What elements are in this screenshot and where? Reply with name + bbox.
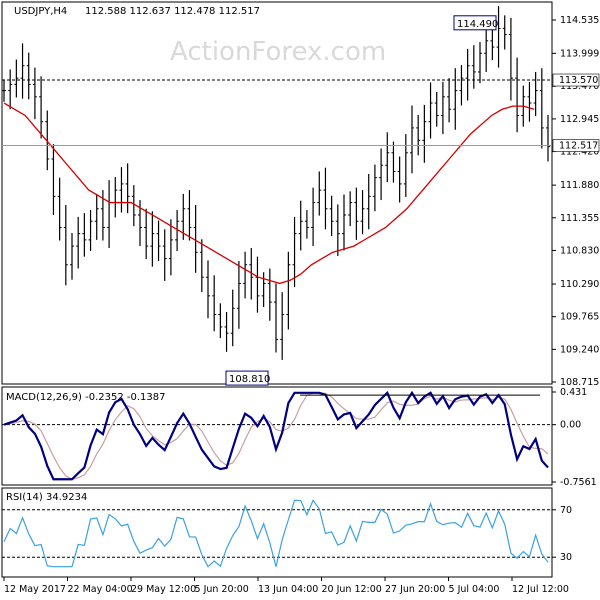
sma-line	[3, 102, 535, 285]
high-annotation-box	[453, 15, 497, 31]
macd-y-tick-label: 0.431	[560, 387, 587, 398]
macd-panel-frame	[1, 386, 553, 486]
price-series	[2, 6, 550, 360]
x-tick-label: 29 May 12:00	[131, 584, 196, 595]
y-tick-label: 113.470	[560, 81, 599, 92]
x-tick-label: 5 Jul 04:00	[449, 584, 500, 595]
rsi-line	[3, 499, 549, 568]
x-tick-label: 27 Jun 20:00	[385, 584, 445, 595]
rsi-title: RSI(14) 34.9234	[6, 492, 87, 503]
rsi-y-tick-label: 70	[560, 505, 572, 516]
macd-y-axis: 0.431 0.00 -0.7561	[552, 387, 597, 488]
macd-title: MACD(12,26,9) -0.2352 -0.1387	[6, 392, 166, 403]
macd-line	[3, 390, 549, 481]
macd-y-tick-label: -0.7561	[560, 477, 597, 488]
watermark-text: ActionForex.com	[170, 37, 386, 67]
low-annotation-box	[225, 370, 269, 386]
y-tick-label: 108.715	[560, 377, 599, 388]
price-y-axis: 114.535 113.999 113.470 112.945 112.420 111.8…	[552, 15, 600, 388]
rsi-series	[2, 499, 552, 568]
rsi-y-tick-label: 30	[560, 552, 572, 563]
y-tick-label: 112.420	[560, 147, 599, 158]
price-panel-frame	[1, 1, 553, 385]
rsi-y-axis: 70 30	[552, 505, 572, 563]
low-annotation-label: 108.810	[229, 374, 270, 385]
current-price-tag	[552, 139, 600, 152]
y-tick-label: 109.240	[560, 344, 599, 355]
y-tick-label: 114.535	[560, 15, 599, 26]
high-annotation-label: 114.490	[457, 19, 498, 30]
y-tick-label: 111.880	[560, 180, 599, 191]
resistance-tag	[552, 73, 600, 87]
y-tick-label: 112.945	[560, 114, 599, 125]
level-lines: 114.490 108.810	[2, 15, 552, 386]
y-tick-label: 113.999	[560, 48, 599, 59]
current-price-tag-label: 112.517	[559, 141, 598, 152]
macd-signal-line	[3, 392, 549, 480]
macd-series	[2, 390, 552, 481]
x-tick-label: 5 Jun 20:00	[195, 584, 249, 595]
resistance-tag-label: 113.570	[559, 75, 598, 86]
sma-series	[3, 102, 535, 285]
y-tick-label: 109.765	[560, 312, 599, 323]
x-tick-label: 13 Jun 04:00	[258, 584, 318, 595]
x-tick-label: 22 May 04:00	[68, 584, 133, 595]
chart-symbol: USDJPY,H4	[14, 6, 67, 17]
y-tick-label: 110.290	[560, 279, 599, 290]
y-tick-label: 110.830	[560, 245, 599, 256]
x-tick-label: 12 May 2017	[4, 584, 66, 595]
y-tick-label: 111.355	[560, 213, 599, 224]
chart-ohlc: 112.588 112.637 112.478 112.517	[85, 6, 260, 17]
macd-y-tick-label: 0.00	[560, 420, 581, 431]
x-tick-label: 20 Jun 12:00	[322, 584, 382, 595]
x-tick-label: 12 Jul 12:00	[512, 584, 569, 595]
rsi-panel-frame	[1, 487, 553, 578]
